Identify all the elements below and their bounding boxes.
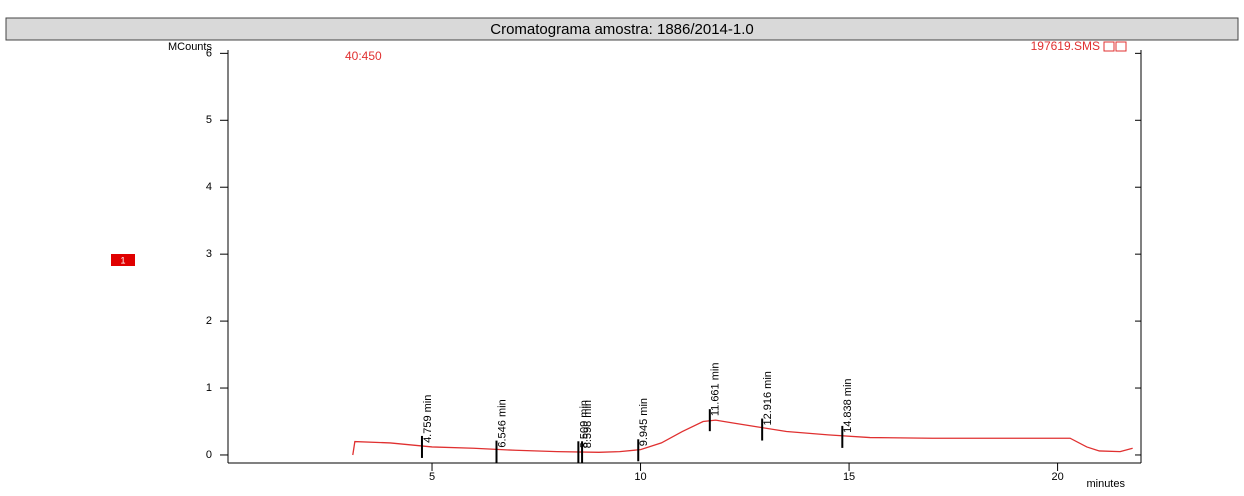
peak-label: 8.509 min (578, 400, 590, 448)
x-tick-label: 15 (843, 471, 855, 483)
peak-label: 11.661 min (710, 363, 722, 417)
peak-label: 14.838 min (842, 378, 854, 432)
x-axis-label: minutes (1086, 478, 1125, 490)
y-tick-label: 0 (206, 449, 212, 461)
ion-range: 40:450 (345, 49, 382, 63)
trace-marker-box (111, 254, 135, 266)
peak-label: 6.546 min (496, 399, 508, 447)
x-tick-label: 5 (429, 471, 435, 483)
file-name: 197619.SMS (1031, 39, 1100, 53)
chart-title: Cromatograma amostra: 1886/2014-1.0 (490, 21, 753, 38)
peak-label: 9.945 min (638, 398, 650, 446)
y-tick-label: 2 (206, 315, 212, 327)
y-tick-label: 4 (206, 181, 212, 193)
trace-line (352, 419, 1133, 456)
y-tick-label: 5 (206, 114, 212, 126)
y-tick-label: 6 (206, 47, 212, 59)
trace-marker: 1 (120, 255, 125, 265)
title-bar (5, 17, 1239, 41)
peak-label: 8.598 min (582, 400, 594, 448)
y-tick-label: 1 (206, 382, 212, 394)
window-icon (1115, 41, 1127, 52)
y-axis-label: MCounts (168, 41, 213, 53)
y-tick-label: 3 (206, 248, 212, 260)
x-tick-label: 10 (634, 471, 646, 483)
window-icon (1103, 41, 1115, 52)
peak-label: 4.759 min (422, 395, 434, 443)
peak-label: 12.916 min (762, 371, 774, 425)
x-tick-label: 20 (1051, 471, 1063, 483)
